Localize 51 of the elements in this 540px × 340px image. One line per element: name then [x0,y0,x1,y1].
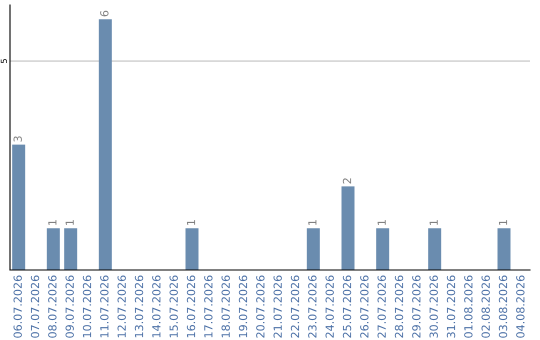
x-tick-label: 04.08.2026 [516,276,525,338]
x-tick-label: 28.07.2026 [394,276,404,338]
x-tick-label: 26.07.2026 [360,276,369,338]
bar [186,228,198,270]
x-tick-label: 16.07.2026 [186,276,196,338]
x-tick-label: 29.07.2026 [412,276,421,338]
bar [428,228,442,270]
x-tick-label: 17.07.2026 [204,276,213,338]
bar [64,228,78,270]
data-label: 1 [66,220,74,225]
x-tick-label: 13.07.2026 [134,276,144,338]
x-tick-label: 02.08.2026 [481,276,490,338]
x-tick-label: 06.07.2026 [13,276,22,338]
data-label: 3 [13,136,22,142]
x-tick-label: 08.07.2026 [48,276,57,338]
data-label: 1 [498,220,508,225]
data-label: 1 [308,220,316,225]
x-tick-label: 25.07.2026 [342,276,352,338]
x-tick-label: 15.07.2026 [169,276,178,338]
bar [12,144,26,270]
x-tick-label: 01.08.2026 [464,276,473,338]
x-tick-label: 21.07.2026 [273,276,282,338]
bar [98,19,112,270]
x-tick-label: 22.07.2026 [290,276,300,338]
data-label: 2 [342,178,352,184]
x-tick-label: 23.07.2026 [308,276,317,338]
x-tick-label: 30.07.2026 [429,276,438,338]
data-label: 1 [48,220,56,225]
data-label: 1 [186,220,196,225]
data-label: 1 [378,220,386,225]
data-label: 6 [100,10,109,16]
bar [498,228,510,270]
bar [376,228,390,270]
x-tick-label: 14.07.2026 [152,276,161,338]
x-tick-label: 03.08.2026 [498,276,508,338]
x-tick-label: 24.07.2026 [325,276,334,338]
bar [306,228,320,270]
x-tick-label: 18.07.2026 [221,276,230,338]
data-label: 1 [430,220,438,225]
x-tick-label: 11.07.2026 [100,276,109,338]
x-tick-label: 20.07.2026 [256,276,265,338]
x-tick-label: 27.07.2026 [377,276,386,338]
bar [342,186,354,270]
x-tick-label: 07.07.2026 [30,276,40,338]
x-tick-label: 19.07.2026 [238,276,248,338]
x-tick-label: 12.07.2026 [117,276,126,338]
x-tick-label: 31.07.2026 [446,276,456,338]
y-tick-label: 5 [0,59,7,64]
bar [46,228,60,270]
x-tick-label: 10.07.2026 [82,276,92,338]
x-tick-label: 09.07.2026 [65,276,74,338]
